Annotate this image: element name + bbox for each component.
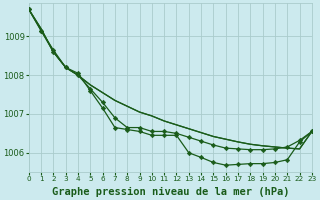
X-axis label: Graphe pression niveau de la mer (hPa): Graphe pression niveau de la mer (hPa) <box>52 186 289 197</box>
